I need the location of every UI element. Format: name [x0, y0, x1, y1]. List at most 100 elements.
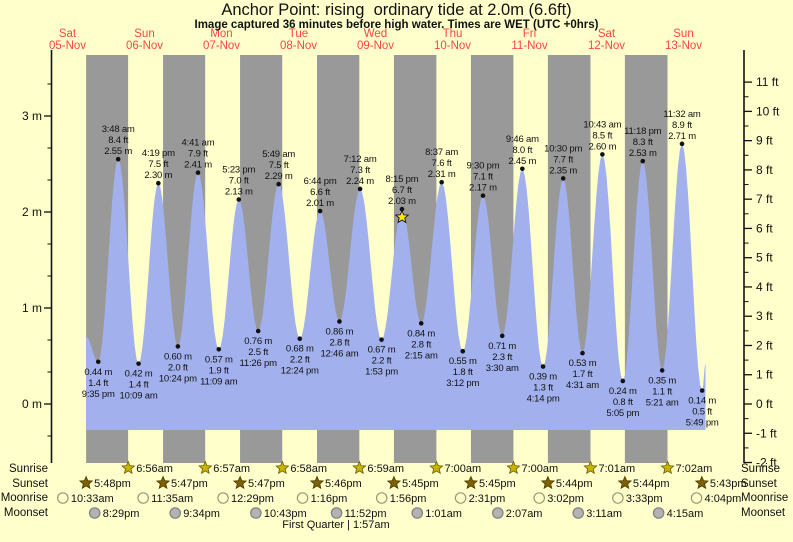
- moonset-circle-icon: [411, 507, 424, 519]
- sunset-star-icon: [386, 475, 402, 490]
- right-axis-tick-label: 11 ft: [756, 75, 779, 89]
- right-axis-tick-label: 4 ft: [756, 280, 773, 294]
- moonset-circle-icon: [169, 507, 181, 519]
- sunset-time: 5:44pm: [556, 478, 593, 490]
- day-name-label: Tue: [289, 28, 308, 40]
- moonrise-time: 12:29pm: [231, 493, 274, 505]
- sunrise-time: 7:02am: [676, 463, 713, 475]
- sunset-time: 5:45pm: [479, 478, 516, 490]
- moonrise-time: 3:02pm: [547, 493, 584, 505]
- low-tide-metres: 0.24 m: [609, 386, 637, 397]
- low-tide-time: 5:49 pm: [686, 418, 719, 429]
- high-tide-feet: 7.5 ft: [148, 159, 168, 170]
- sunset-star-icon: [232, 475, 248, 490]
- right-axis-tick-label: -2 ft: [756, 456, 777, 470]
- day-name-label: Sat: [598, 28, 616, 40]
- high-tide-feet: 7.3 ft: [350, 165, 370, 176]
- high-tide-time: 11:32 am: [663, 109, 701, 120]
- sunrise-time: 7:00am: [521, 463, 558, 475]
- moonrise-row-label-right: Moonrise: [741, 492, 789, 504]
- left-axis-tick-label: 2 m: [22, 205, 42, 219]
- day-date-label: 06-Nov: [126, 40, 163, 52]
- high-tide-metres: 2.30 m: [144, 170, 172, 181]
- high-tide-metres: 2.45 m: [508, 156, 536, 167]
- low-tide-metres: 0.84 m: [407, 328, 435, 339]
- moonset-circle-icon: [88, 507, 101, 519]
- moonrise-time: 1:16pm: [311, 493, 348, 505]
- high-tide-feet: 7.9 ft: [188, 149, 208, 160]
- moonset-time: 4:15am: [667, 508, 704, 520]
- right-axis-tick-label: 1 ft: [756, 368, 773, 382]
- tide-extreme-dot: [520, 166, 525, 172]
- moon-phase-note: First Quarter | 1:57am: [282, 519, 390, 531]
- day-name-label: Sun: [673, 28, 693, 40]
- high-tide-time: 11:18 pm: [624, 126, 662, 137]
- low-tide-time: 1:53 pm: [365, 367, 398, 378]
- high-tide-feet: 7.7 ft: [553, 154, 573, 165]
- sunset-star-icon: [463, 475, 479, 490]
- tide-extreme-dot: [297, 336, 303, 342]
- moonrise-circle-icon: [137, 492, 149, 504]
- tide-extreme-dot: [679, 141, 685, 147]
- low-tide-time: 10:09 am: [120, 391, 158, 402]
- moonset-time: 3:11am: [586, 508, 622, 520]
- sunset-star-icon: [155, 475, 171, 490]
- sunset-star-icon: [309, 475, 325, 490]
- sunrise-row-label-left: Sunrise: [9, 463, 48, 475]
- high-tide-time: 4:19 pm: [142, 148, 175, 159]
- sunrise-row-label-right: Sunrise: [741, 463, 780, 475]
- moonset-row-label-right: Moonset: [741, 507, 786, 519]
- tide-extreme-dot: [216, 346, 222, 352]
- moonrise-time: 10:33am: [71, 493, 114, 505]
- high-tide-time: 8:37 am: [425, 147, 458, 158]
- sunset-star-icon: [617, 475, 633, 490]
- high-tide-feet: 8.9 ft: [672, 120, 692, 131]
- day-date-label: 07-Nov: [203, 40, 240, 52]
- high-tide-feet: 7.6 ft: [432, 158, 452, 169]
- right-axis-tick-label: 5 ft: [756, 251, 773, 265]
- high-tide-metres: 2.31 m: [428, 169, 456, 180]
- right-axis-tick-label: 8 ft: [756, 163, 773, 177]
- day-date-label: 12-Nov: [588, 40, 625, 52]
- sunset-star-icon: [540, 475, 556, 490]
- high-tide-metres: 2.55 m: [104, 146, 132, 157]
- tide-extreme-dot: [620, 378, 626, 384]
- moonset-time: 11:52pm: [345, 508, 387, 520]
- moonset-time: 9:34pm: [183, 508, 220, 520]
- day-name-label: Mon: [210, 28, 232, 40]
- low-tide-time: 3:30 am: [486, 363, 519, 374]
- low-tide-time: 12:46 am: [320, 348, 358, 359]
- high-tide-time: 3:48 am: [102, 124, 135, 135]
- moonrise-time: 1:56pm: [390, 493, 427, 505]
- sunrise-time: 6:57am: [213, 463, 250, 475]
- sunset-time: 5:44pm: [633, 478, 670, 490]
- sunrise-time: 7:00am: [444, 463, 481, 475]
- day-name-label: Sat: [59, 28, 77, 40]
- sunset-row-label-left: Sunset: [12, 478, 48, 490]
- sunrise-star-icon: [660, 460, 675, 475]
- high-tide-time: 7:12 am: [344, 154, 377, 165]
- low-tide-time: 2:15 am: [405, 350, 438, 361]
- sunrise-star-icon: [275, 460, 290, 475]
- tide-extreme-dot: [418, 321, 424, 326]
- tide-extreme-dot: [337, 319, 342, 324]
- low-tide-feet: 2.8 ft: [411, 339, 431, 350]
- low-tide-feet: 2.8 ft: [329, 337, 349, 348]
- moonrise-circle-icon: [57, 492, 69, 504]
- low-tide-metres: 0.44 m: [84, 367, 112, 378]
- low-tide-time: 12:24 pm: [281, 366, 319, 377]
- low-tide-time: 10:24 pm: [159, 373, 197, 384]
- moonrise-time: 11:35am: [151, 493, 193, 505]
- low-tide-metres: 0.68 m: [286, 344, 314, 355]
- tide-extreme-dot: [255, 328, 261, 334]
- low-tide-time: 4:14 pm: [527, 394, 560, 405]
- moonrise-row-label-left: Moonrise: [0, 492, 48, 504]
- moonrise-circle-icon: [217, 492, 229, 504]
- low-tide-feet: 1.7 ft: [573, 369, 593, 380]
- high-tide-metres: 2.17 m: [469, 183, 497, 194]
- high-tide-feet: 8.4 ft: [108, 135, 128, 146]
- left-axis-tick-label: 1 m: [22, 301, 42, 315]
- sunset-star-icon: [78, 475, 94, 490]
- tide-extreme-dot: [580, 350, 585, 356]
